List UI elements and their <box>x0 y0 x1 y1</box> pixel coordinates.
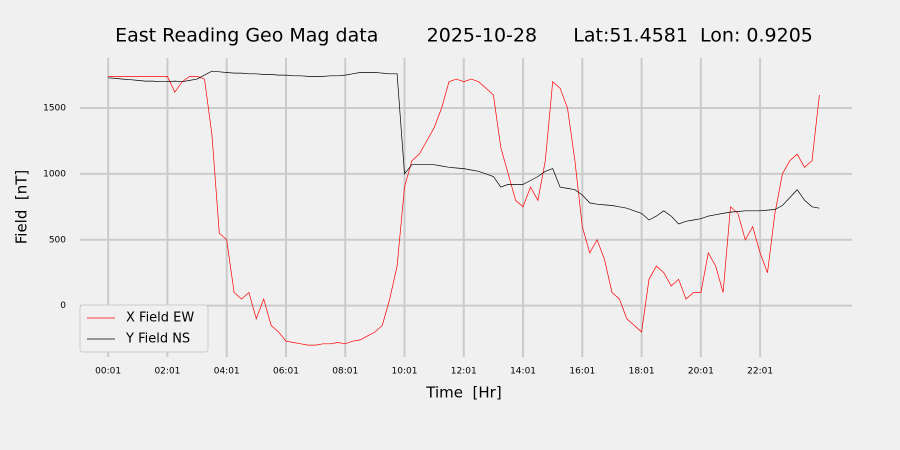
x-tick-label: 04:01 <box>214 367 240 377</box>
x-axis-label: Time [Hr] <box>425 384 501 402</box>
x-tick-label: 16:01 <box>569 367 595 377</box>
y-axis-label: Field [nT] <box>13 170 31 245</box>
x-tick-label: 10:01 <box>392 367 418 377</box>
x-tick-label: 14:01 <box>510 367 536 377</box>
x-tick-label: 22:01 <box>747 367 773 377</box>
y-tick-label: 500 <box>49 235 66 245</box>
x-tick-label: 08:01 <box>332 367 358 377</box>
x-tick-label: 02:01 <box>154 367 180 377</box>
x-tick-label: 00:01 <box>95 367 121 377</box>
y-tick-label: 1000 <box>43 169 66 179</box>
legend: X Field EW Y Field NS <box>79 304 209 353</box>
x-tick-label: 18:01 <box>629 367 655 377</box>
x-tick-label: 06:01 <box>273 367 299 377</box>
data-line <box>108 76 820 346</box>
legend-label: X Field EW <box>126 311 194 326</box>
data-line <box>108 70 820 225</box>
x-tick-label: 20:01 <box>688 367 714 377</box>
legend-box <box>79 304 209 353</box>
y-tick-label: 1500 <box>43 104 66 114</box>
y-tick-label: 0 <box>60 301 66 311</box>
chart-title: East Reading Geo Mag data 2025-10-28 Lat… <box>115 25 813 47</box>
legend-label: Y Field NS <box>125 332 190 347</box>
x-tick-label: 12:01 <box>451 367 477 377</box>
